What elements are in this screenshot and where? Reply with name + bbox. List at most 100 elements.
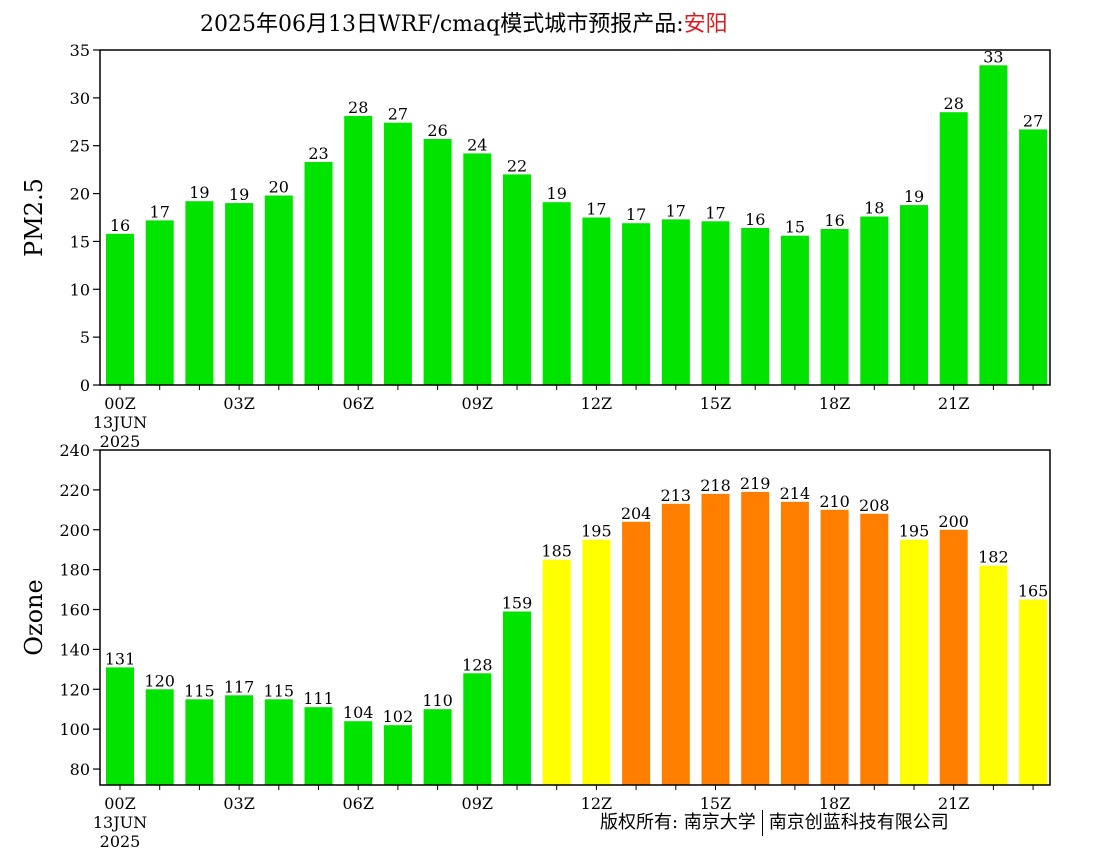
copyright-footer: 版权所有: 南京大学 南京创蓝科技有限公司 <box>600 808 949 836</box>
ozone-bar <box>820 509 849 785</box>
ozone-xtick-label: 13JUN <box>93 813 147 832</box>
ozone-xtick-label: 06Z <box>342 794 373 813</box>
ozone-bar <box>304 707 333 785</box>
ozone-data-label: 219 <box>740 474 771 493</box>
ozone-data-label: 115 <box>184 681 215 700</box>
ozone-data-label: 120 <box>144 671 175 690</box>
ozone-ytick-label: 160 <box>59 601 90 620</box>
pm25-data-label: 27 <box>388 105 408 124</box>
ozone-bar <box>503 611 531 785</box>
pm25-data-label: 17 <box>626 205 646 224</box>
pm25-bar <box>145 220 174 385</box>
pm25-data-label: 19 <box>229 185 249 204</box>
ozone-data-label: 115 <box>264 681 295 700</box>
ozone-bar <box>225 695 254 785</box>
ozone-bar <box>185 699 214 785</box>
ozone-xtick-label: 18Z <box>819 794 850 813</box>
ozone-ytick-label: 200 <box>59 521 90 540</box>
ozone-data-label: 165 <box>1018 582 1049 601</box>
ozone-xtick-label: 00Z <box>104 794 135 813</box>
ozone-data-label: 214 <box>780 484 811 503</box>
title-city: 安阳 <box>683 12 728 37</box>
pm25-bar <box>780 235 809 385</box>
ozone-xtick-label: 21Z <box>938 794 969 813</box>
ozone-bar <box>622 521 651 785</box>
pm25-data-label: 27 <box>1023 111 1043 130</box>
ozone-data-label: 210 <box>819 492 850 511</box>
pm25-data-label: 24 <box>467 135 487 154</box>
ozone-data-label: 213 <box>661 486 692 505</box>
ozone-data-label: 159 <box>502 594 533 613</box>
ozone-xtick-label: 03Z <box>223 794 254 813</box>
pm25-data-label: 23 <box>308 144 328 163</box>
pm25-ytick-label: 20 <box>70 185 90 204</box>
pm25-xtick-label: 2025 <box>100 432 141 451</box>
ozone-plot-frame <box>99 449 1051 786</box>
ozone-bar <box>701 493 730 785</box>
pm25-ytick-label: 35 <box>70 41 90 60</box>
pm25-bar <box>225 203 254 385</box>
ozone-bar <box>582 539 611 785</box>
ozone-data-label: 102 <box>383 707 414 726</box>
pm25-bar <box>383 122 412 385</box>
ozone-ylabel: Ozone <box>20 579 48 655</box>
pm25-bar <box>185 201 214 385</box>
footer-right: 南京创蓝科技有限公司 <box>768 812 949 833</box>
ozone-bar <box>383 725 412 785</box>
pm25-bar <box>106 233 134 385</box>
ozone-data-label: 104 <box>343 703 374 722</box>
pm25-bar <box>900 205 928 385</box>
ozone-data-label: 185 <box>541 542 572 561</box>
ozone-data-label: 182 <box>978 548 1009 567</box>
ozone-bar <box>780 501 809 785</box>
pm25-data-label: 17 <box>150 202 170 221</box>
pm25-xtick-label: 00Z <box>104 394 135 413</box>
ozone-data-label: 195 <box>899 522 930 541</box>
ozone-ytick-label: 80 <box>70 760 90 779</box>
pm25-bar <box>582 217 611 385</box>
ozone-bar <box>542 559 571 785</box>
ozone-bar <box>145 689 174 785</box>
pm25-bar <box>542 202 571 385</box>
pm25-ytick-label: 15 <box>70 232 90 251</box>
ozone-xtick-label: 2025 <box>100 832 141 850</box>
pm25-xtick-label: 21Z <box>938 394 969 413</box>
ozone-ytick-label: 120 <box>59 680 90 699</box>
pm25-data-label: 17 <box>705 203 725 222</box>
pm25-data-label: 17 <box>666 201 686 220</box>
pm25-ytick-label: 25 <box>70 137 90 156</box>
pm25-data-label: 15 <box>785 218 805 237</box>
pm25-xtick-label: 03Z <box>223 394 254 413</box>
pm25-ytick-label: 5 <box>80 328 90 347</box>
pm25-xtick-label: 09Z <box>462 394 493 413</box>
pm25-xtick-label: 15Z <box>700 394 731 413</box>
ozone-bar <box>900 539 928 785</box>
ozone-xtick-label: 09Z <box>462 794 493 813</box>
pm25-bar <box>701 221 730 385</box>
pm25-bar <box>503 174 531 385</box>
ozone-bar <box>979 565 1008 785</box>
ozone-bar <box>264 699 293 785</box>
pm25-data-label: 22 <box>507 156 527 175</box>
pm25-data-label: 33 <box>983 47 1003 66</box>
ozone-data-label: 218 <box>700 476 731 495</box>
ozone-bar <box>939 529 968 785</box>
pm25-ylabel: PM2.5 <box>20 178 48 257</box>
pm25-xtick-label: 06Z <box>342 394 373 413</box>
pm25-bar <box>741 228 770 385</box>
pm25-bar <box>622 223 651 385</box>
pm25-xtick-label: 12Z <box>581 394 612 413</box>
ozone-ytick-label: 220 <box>59 481 90 500</box>
ozone-ytick-label: 140 <box>59 640 90 659</box>
pm25-bar <box>820 229 849 385</box>
chart-title: 2025年06月13日WRF/cmaq模式城市预报产品:安阳 <box>0 4 1100 37</box>
pm25-bar <box>344 116 373 385</box>
pm25-xtick-label: 18Z <box>819 394 850 413</box>
ozone-ytick-label: 240 <box>59 441 90 460</box>
pm25-data-label: 17 <box>586 200 606 219</box>
pm25-plot-frame <box>99 49 1051 386</box>
footer-left: 版权所有: 南京大学 <box>600 812 756 833</box>
pm25-bar <box>979 65 1008 385</box>
pm25-bar <box>1019 129 1048 385</box>
